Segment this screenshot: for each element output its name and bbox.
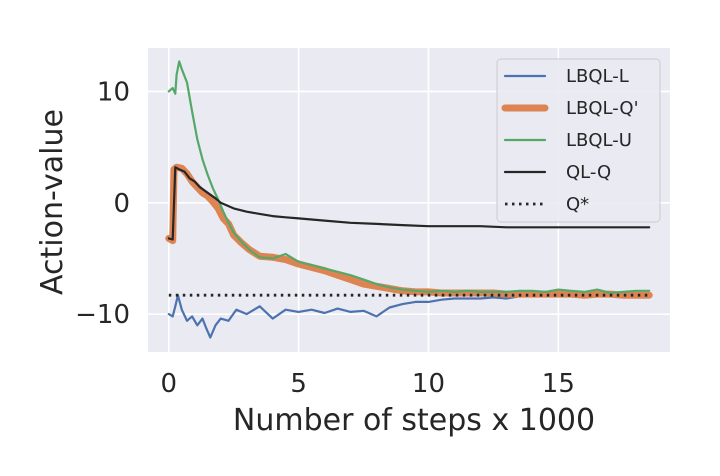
x-tick-label: 15 (542, 369, 575, 399)
legend-label: LBQL-L (566, 66, 629, 87)
legend-label: LBQL-U (566, 130, 632, 151)
y-axis-label: Action-value (35, 109, 70, 295)
x-axis-label: Number of steps x 1000 (233, 403, 595, 438)
legend-frame (496, 58, 661, 223)
series-lines (165, 60, 653, 339)
series-line-2 (167, 60, 651, 295)
x-tick-label: 5 (290, 369, 307, 399)
x-tick-label: 10 (412, 369, 445, 399)
y-tick-label: 0 (113, 189, 130, 219)
legend-label: LBQL-Q' (566, 98, 639, 119)
legend: LBQL-L LBQL-Q' LBQL-U QL-Q Q* (496, 58, 661, 223)
x-tick-label: 0 (161, 369, 178, 399)
series-line-3 (167, 166, 651, 241)
legend-label: Q* (566, 194, 589, 215)
legend-label: QL-Q (566, 162, 611, 183)
tick-labels: 0 5 10 15 10 0 −10 (75, 77, 575, 399)
y-tick-label: 10 (97, 77, 130, 107)
y-tick-label: −10 (75, 300, 130, 330)
